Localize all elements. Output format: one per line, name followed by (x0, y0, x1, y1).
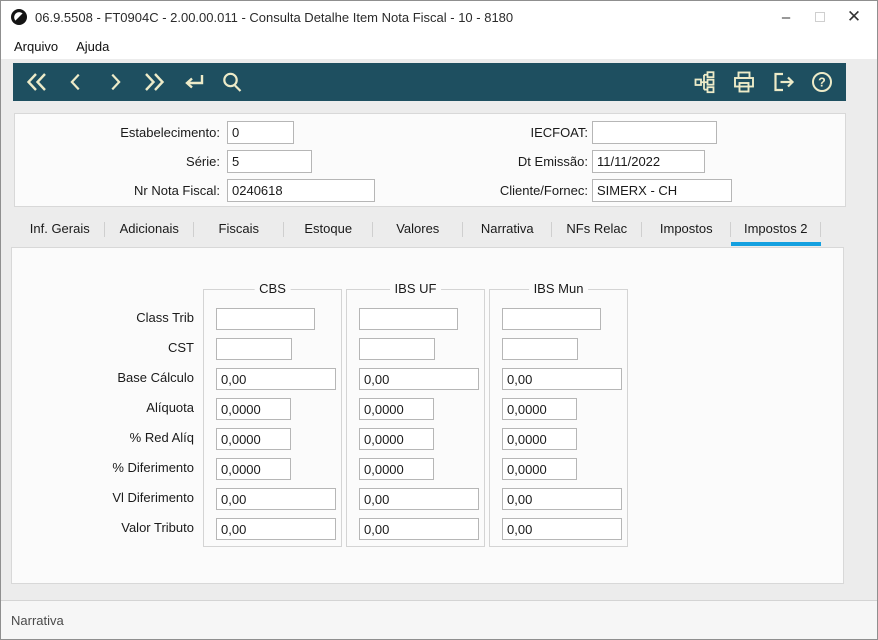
cst-label: CST (168, 340, 194, 355)
ibs-mun-groupbox: IBS Mun (489, 281, 628, 547)
ibs-uf-vl-diferimento-field[interactable] (359, 488, 479, 510)
ibs-uf-cst-field[interactable] (359, 338, 435, 360)
iecfoat-field[interactable] (592, 121, 717, 144)
tab-nfs-relac[interactable]: NFs Relac (552, 217, 642, 246)
cbs-cst-field[interactable] (216, 338, 292, 360)
minimize-button[interactable]: – (781, 8, 791, 26)
maximize-icon (815, 12, 825, 22)
enter-go-icon[interactable] (180, 69, 206, 95)
menu-arquivo[interactable]: Arquivo (14, 38, 59, 54)
document-header-panel: Estabelecimento: Série: Nr Nota Fiscal: … (14, 113, 846, 207)
maximize-button[interactable] (803, 1, 837, 33)
nav-first-icon[interactable] (24, 69, 50, 95)
nav-previous-icon[interactable] (63, 69, 89, 95)
window-title: 06.9.5508 - FT0904C - 2.00.00.011 - Cons… (35, 9, 514, 25)
tab-bar: Inf. Gerais Adicionais Fiscais Estoque V… (15, 217, 821, 246)
nav-next-icon[interactable] (102, 69, 128, 95)
ibs-mun-diferimento-pct-field[interactable] (502, 458, 577, 480)
cbs-aliquota-field[interactable] (216, 398, 291, 420)
estabelecimento-label: Estabelecimento: (120, 125, 220, 140)
ibs-uf-red-aliq-field[interactable] (359, 428, 434, 450)
menu-bar: Arquivo Ajuda (1, 33, 877, 59)
cbs-groupbox: CBS (203, 281, 342, 547)
exit-icon[interactable] (770, 69, 796, 95)
ibs-mun-group-title: IBS Mun (528, 281, 589, 296)
cbs-base-calculo-field[interactable] (216, 368, 336, 390)
ibs-mun-vl-diferimento-field[interactable] (502, 488, 622, 510)
app-logo-icon (10, 8, 28, 26)
svg-text:?: ? (818, 76, 826, 90)
base-calculo-label: Base Cálculo (117, 370, 194, 385)
nr-nota-fiscal-field[interactable] (227, 179, 375, 202)
ibs-uf-diferimento-pct-field[interactable] (359, 458, 434, 480)
ibs-mun-class-trib-field[interactable] (502, 308, 601, 330)
tab-narrativa[interactable]: Narrativa (463, 217, 553, 246)
dt-emissao-label: Dt Emissão: (517, 154, 588, 169)
valor-tributo-label: Valor Tributo (121, 520, 194, 535)
cliente-fornec-field[interactable] (592, 179, 732, 202)
search-icon[interactable] (219, 69, 245, 95)
cbs-valor-tributo-field[interactable] (216, 518, 336, 540)
ibs-mun-aliquota-field[interactable] (502, 398, 577, 420)
tab-impostos[interactable]: Impostos (642, 217, 732, 246)
hierarchy-icon[interactable] (692, 69, 718, 95)
status-bar: Narrativa (1, 600, 877, 639)
dt-emissao-field[interactable] (592, 150, 705, 173)
class-trib-label: Class Trib (136, 310, 194, 325)
red-aliq-label: % Red Alíq (129, 430, 194, 445)
tab-impostos-2[interactable]: Impostos 2 (731, 217, 821, 246)
iecfoat-label: IECFOAT: (530, 125, 588, 140)
cbs-diferimento-pct-field[interactable] (216, 458, 291, 480)
cbs-red-aliq-field[interactable] (216, 428, 291, 450)
ibs-mun-valor-tributo-field[interactable] (502, 518, 622, 540)
serie-field[interactable] (227, 150, 312, 173)
serie-label: Série: (186, 154, 220, 169)
ibs-uf-base-calculo-field[interactable] (359, 368, 479, 390)
tab-adicionais[interactable]: Adicionais (105, 217, 195, 246)
menu-ajuda[interactable]: Ajuda (76, 38, 110, 54)
status-text: Narrativa (11, 612, 64, 628)
vl-diferimento-label: Vl Diferimento (112, 490, 194, 505)
nav-last-icon[interactable] (141, 69, 167, 95)
close-button[interactable]: ✕ (846, 7, 862, 26)
estabelecimento-field[interactable] (227, 121, 294, 144)
toolbar-nav-group (24, 69, 245, 95)
nr-nota-fiscal-label: Nr Nota Fiscal: (134, 183, 220, 198)
cliente-fornec-label: Cliente/Fornec: (499, 183, 588, 198)
ibs-mun-cst-field[interactable] (502, 338, 578, 360)
ibs-mun-base-calculo-field[interactable] (502, 368, 622, 390)
tab-estoque[interactable]: Estoque (284, 217, 374, 246)
tab-inf-gerais[interactable]: Inf. Gerais (15, 217, 105, 246)
ibs-uf-valor-tributo-field[interactable] (359, 518, 479, 540)
window-controls: – ✕ (769, 1, 877, 33)
tab-valores[interactable]: Valores (373, 217, 463, 246)
toolbar-action-group: ? (692, 69, 835, 95)
cbs-group-title: CBS (254, 281, 291, 296)
ibs-uf-groupbox: IBS UF (346, 281, 485, 547)
ibs-mun-red-aliq-field[interactable] (502, 428, 577, 450)
diferimento-pct-label: % Diferimento (112, 460, 194, 475)
title-bar: 06.9.5508 - FT0904C - 2.00.00.011 - Cons… (1, 1, 877, 33)
print-icon[interactable] (731, 69, 757, 95)
aliquota-label: Alíquota (146, 400, 194, 415)
ibs-uf-group-title: IBS UF (389, 281, 442, 296)
ibs-uf-aliquota-field[interactable] (359, 398, 434, 420)
ibs-uf-class-trib-field[interactable] (359, 308, 458, 330)
cbs-vl-diferimento-field[interactable] (216, 488, 336, 510)
help-icon[interactable]: ? (809, 69, 835, 95)
cbs-class-trib-field[interactable] (216, 308, 315, 330)
impostos-2-panel: Class Trib CST Base Cálculo Alíquota % R… (11, 247, 844, 584)
tab-fiscais[interactable]: Fiscais (194, 217, 284, 246)
toolbar: ? (13, 63, 846, 101)
